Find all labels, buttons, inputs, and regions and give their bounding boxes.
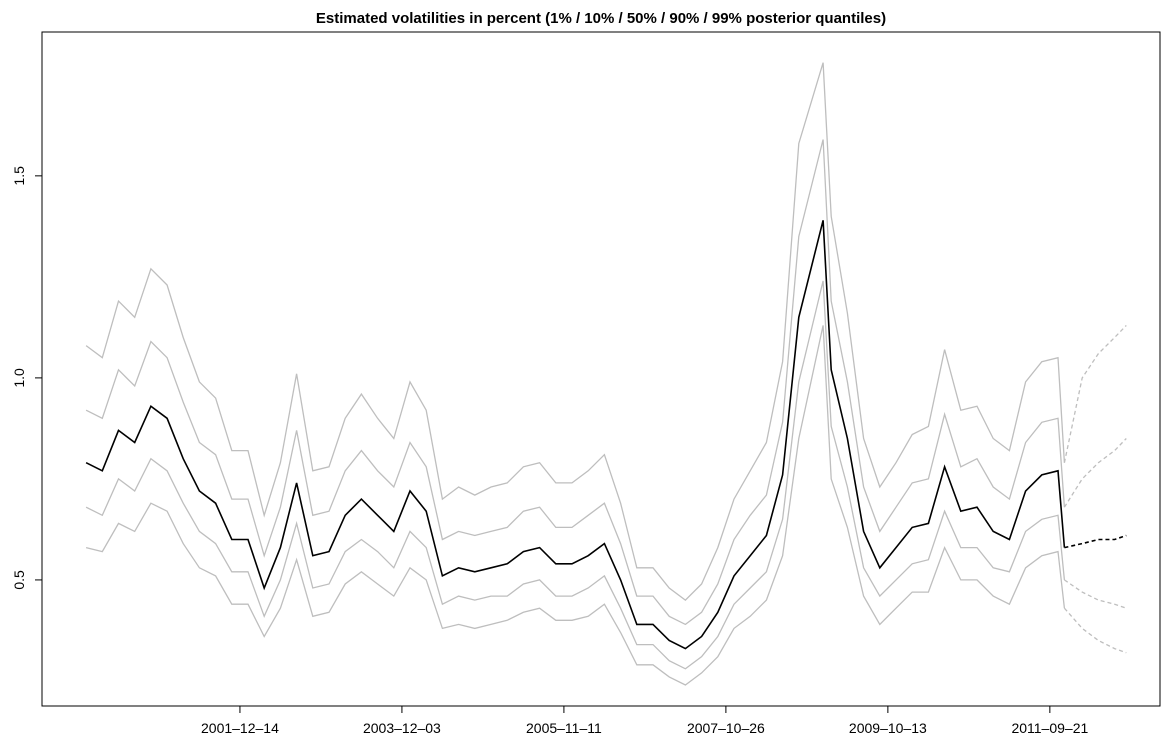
- series-line: [1063, 324, 1127, 463]
- series-line: [85, 62, 1066, 601]
- x-tick-label: 2007–10–26: [687, 720, 765, 736]
- y-tick-label: 0.5: [11, 570, 27, 590]
- series-line: [1064, 534, 1127, 549]
- x-tick-label: 2011–09–21: [1011, 720, 1088, 736]
- series-line: [85, 220, 1066, 650]
- x-tick-label: 2005–11–11: [526, 720, 602, 736]
- plot-frame: [41, 31, 1161, 707]
- series-line: [85, 139, 1066, 626]
- series-line: [1063, 607, 1127, 654]
- x-tick-label: 2001–12–14: [201, 720, 279, 736]
- series-line: [85, 325, 1066, 686]
- series-line: [1064, 579, 1127, 609]
- chart-title: Estimated volatilities in percent (1% / …: [316, 10, 886, 27]
- series-line: [1063, 438, 1127, 508]
- series-line: [85, 280, 1066, 670]
- x-tick-label: 2009–10–13: [849, 720, 927, 736]
- x-tick-label: 2003–12–03: [363, 720, 441, 736]
- y-tick-label: 1.0: [11, 368, 27, 388]
- y-tick-label: 1.5: [11, 166, 27, 186]
